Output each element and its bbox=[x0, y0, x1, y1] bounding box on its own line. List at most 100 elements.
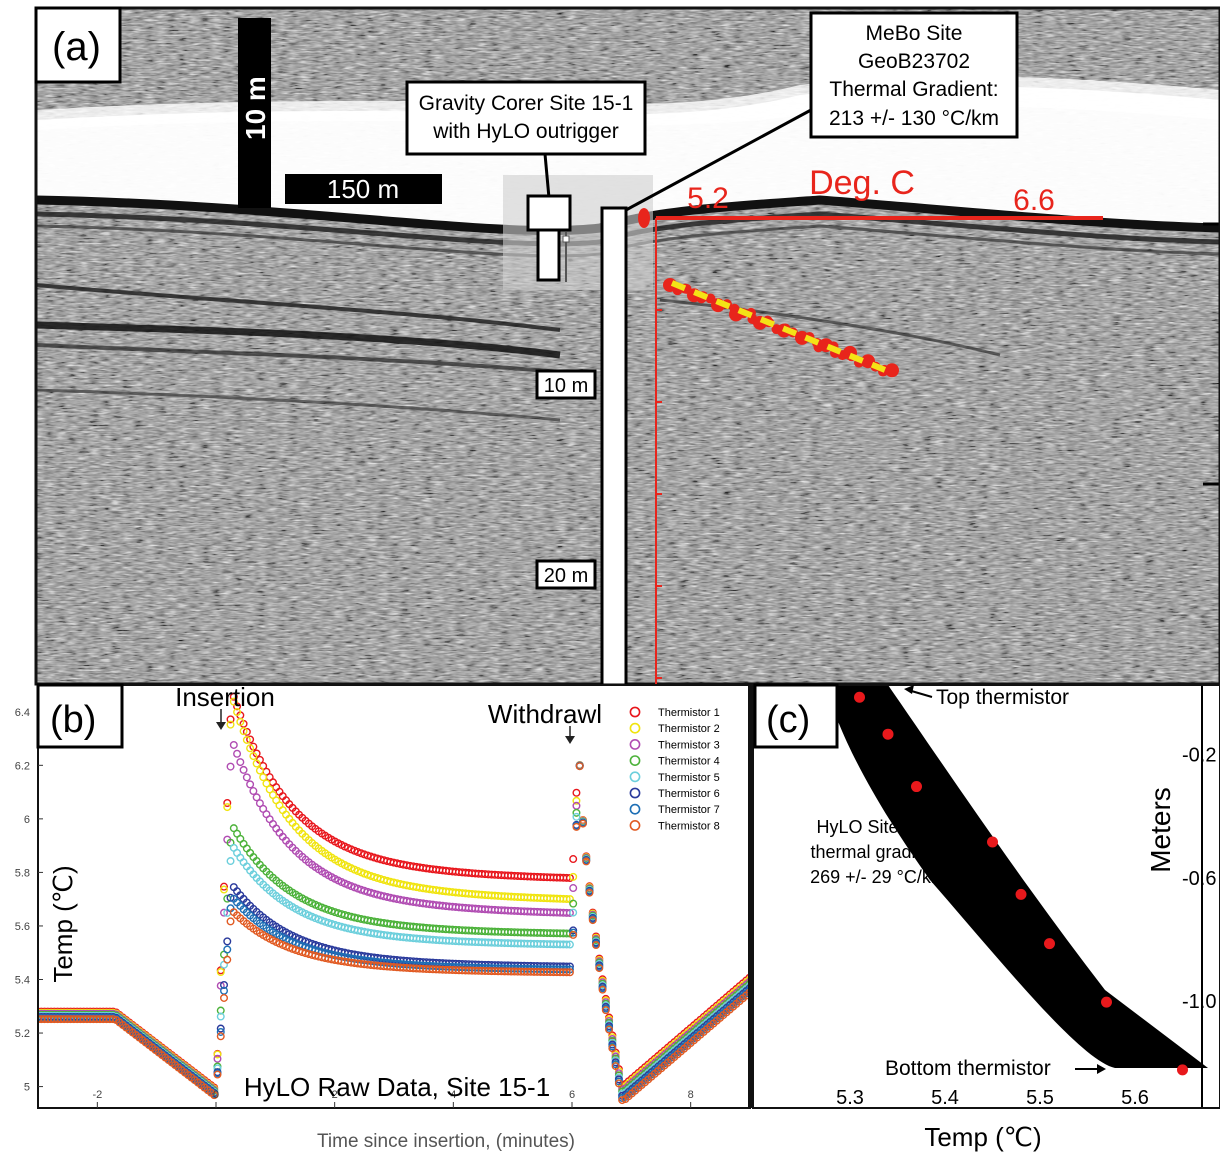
data-point bbox=[226, 762, 235, 771]
data-point bbox=[569, 884, 578, 893]
data-point bbox=[236, 758, 245, 767]
data-point bbox=[216, 967, 225, 976]
data-point bbox=[210, 1091, 219, 1100]
data-point bbox=[562, 968, 571, 977]
data-point bbox=[216, 1032, 225, 1041]
data-point bbox=[239, 727, 248, 736]
legend-marker bbox=[629, 787, 641, 799]
data-point bbox=[220, 908, 229, 917]
data-point bbox=[572, 796, 581, 805]
mebo-line1: MeBo Site bbox=[866, 22, 963, 45]
x-tick-label: 5.5 bbox=[1026, 1087, 1054, 1109]
data-point bbox=[226, 857, 235, 866]
temp-axis-max-label: 6.6 bbox=[1013, 184, 1055, 217]
data-point bbox=[249, 787, 258, 796]
data-point bbox=[233, 708, 242, 717]
data-point bbox=[569, 908, 578, 917]
gravity-corer-line2: with HyLO outrigger bbox=[432, 120, 619, 143]
data-point bbox=[233, 749, 242, 758]
raw-data-caption: HyLO Raw Data, Site 15-1 bbox=[244, 1072, 550, 1102]
data-point bbox=[223, 799, 232, 808]
data-point bbox=[242, 735, 251, 744]
data-point bbox=[239, 765, 248, 774]
mebo-line3: Thermal Gradient: bbox=[829, 78, 998, 101]
data-point bbox=[565, 940, 574, 949]
data-point bbox=[569, 855, 578, 864]
x-tick-label: 6 bbox=[569, 1089, 575, 1101]
raw-data-panel: -2 0 2 4 6 8 5 5.2 5.4 5.6 5.8 6 6.2 6.4 (b) Insertio… bbox=[15, 682, 752, 1152]
y-tick-label: 6.4 bbox=[15, 707, 30, 719]
data-point bbox=[229, 692, 238, 701]
legend-box bbox=[610, 700, 738, 840]
data-point bbox=[213, 1050, 222, 1059]
x-tick-label: 8 bbox=[688, 1089, 694, 1101]
depth-marker-20-label: 20 m bbox=[544, 565, 588, 587]
legend-marker bbox=[629, 722, 641, 734]
panel-a-label: (a) bbox=[52, 25, 101, 69]
data-point bbox=[229, 697, 238, 706]
data-point bbox=[585, 888, 594, 897]
data-point bbox=[220, 882, 229, 891]
linear-fit-line bbox=[670, 280, 892, 375]
thermistor-point bbox=[911, 781, 922, 793]
data-point bbox=[562, 940, 571, 949]
legend-entry: Thermistor 6 bbox=[658, 788, 720, 800]
data-point bbox=[572, 808, 581, 817]
y-tick-label: -1.0 bbox=[1182, 991, 1216, 1013]
data-point bbox=[223, 945, 232, 954]
y-tick-label: 5.2 bbox=[15, 1028, 30, 1040]
legend-marker bbox=[629, 820, 641, 831]
legend-entry: Thermistor 3 bbox=[658, 739, 720, 751]
data-point bbox=[572, 788, 581, 797]
data-point bbox=[569, 872, 578, 881]
data-point bbox=[242, 727, 251, 736]
mebo-callout bbox=[809, 11, 1019, 139]
legend-marker bbox=[629, 803, 641, 815]
data-point bbox=[588, 916, 597, 925]
legend: Thermistor 1 Thermistor 2 Thermistor 3 Ther… bbox=[610, 700, 738, 840]
thermal-gradient-panel: (c) Top thermistor Bottom thermistor HyL… bbox=[752, 683, 1220, 1152]
data-point bbox=[572, 812, 581, 821]
legend-entry: Thermistor 2 bbox=[658, 723, 720, 735]
temperature-profile-overlay: 5.2 6.6 Deg. C bbox=[638, 164, 1103, 684]
data-point bbox=[226, 715, 235, 724]
data-point bbox=[605, 1025, 614, 1034]
gradient-line3: 269 +/- 29 °C/km bbox=[810, 867, 946, 887]
data-point bbox=[259, 773, 268, 782]
panel-a-label-box bbox=[34, 6, 122, 84]
y-tick-label: 6.2 bbox=[15, 760, 30, 772]
panel-c-label-box bbox=[753, 683, 839, 749]
horizontal-scale-label: 150 m bbox=[327, 174, 399, 204]
data-point bbox=[226, 917, 235, 926]
data-point bbox=[236, 717, 245, 726]
temp-axis-title: Deg. C bbox=[809, 164, 915, 202]
data-point bbox=[216, 1024, 225, 1033]
monte-carlo-envelope bbox=[826, 685, 1208, 1068]
data-point bbox=[213, 1054, 222, 1063]
thermistor-point bbox=[987, 836, 998, 848]
y-tick-label: 5.8 bbox=[15, 867, 30, 879]
y-tick-label: 6 bbox=[24, 814, 30, 826]
y-tick-label: -0.2 bbox=[1182, 745, 1216, 767]
mebo-borehole bbox=[600, 206, 628, 687]
data-point bbox=[223, 937, 232, 946]
bottom-thermistor-label: Bottom thermistor bbox=[885, 1057, 1051, 1080]
legend-marker bbox=[629, 739, 641, 750]
panel-c-x-axis-title: Temp (℃) bbox=[924, 1122, 1041, 1152]
data-point bbox=[229, 740, 238, 749]
gradient-line2: thermal gradient: bbox=[810, 842, 945, 862]
horizontal-scale-bar bbox=[285, 174, 442, 204]
temp-axis-min-label: 5.2 bbox=[687, 182, 729, 215]
data-point bbox=[614, 1079, 623, 1088]
data-point bbox=[569, 930, 578, 939]
panel-b-x-axis-title: Time since insertion, (minutes) bbox=[317, 1131, 575, 1152]
series-8 bbox=[38, 762, 750, 1105]
x-tick-label: 4 bbox=[450, 1089, 456, 1101]
data-point bbox=[592, 941, 601, 950]
legend-marker bbox=[629, 755, 641, 766]
top-thermistor-label: Top thermistor bbox=[936, 686, 1069, 709]
x-tick-label: 5.3 bbox=[836, 1087, 864, 1109]
y-tick-label: -0.6 bbox=[1182, 868, 1216, 890]
panel-c-label: (c) bbox=[766, 699, 810, 741]
